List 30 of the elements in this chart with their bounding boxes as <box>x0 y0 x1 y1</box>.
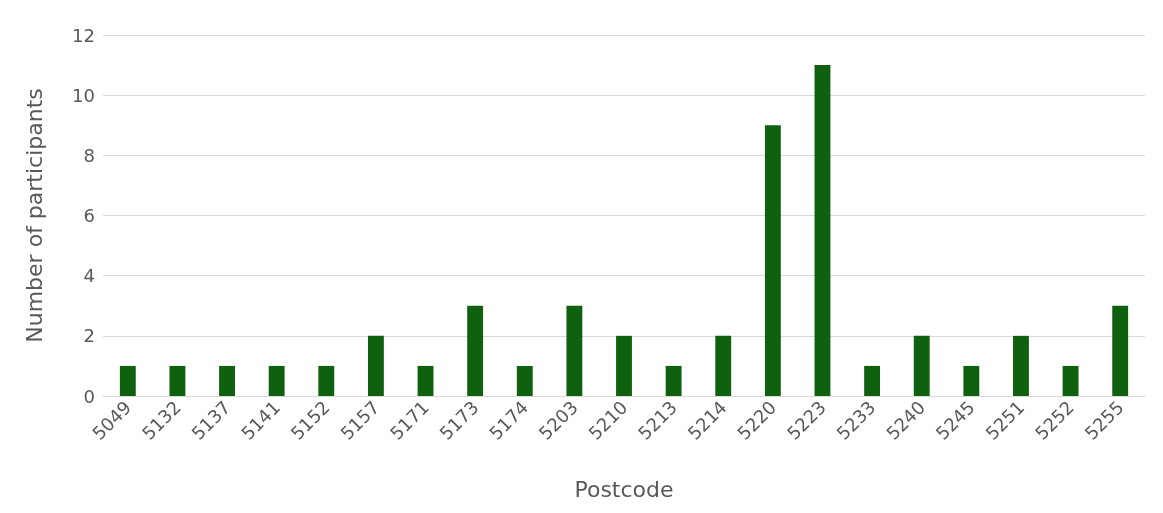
bar <box>1013 335 1029 396</box>
bar <box>963 365 980 396</box>
bar <box>169 365 186 396</box>
bar <box>119 365 136 396</box>
bar <box>764 125 781 396</box>
bar <box>1112 305 1129 396</box>
y-tick-label: 4 <box>83 265 95 287</box>
bar <box>665 365 682 396</box>
bar <box>467 305 484 396</box>
bar <box>219 365 235 396</box>
bar <box>417 365 434 396</box>
bar <box>616 335 632 396</box>
bar <box>516 365 533 396</box>
bar <box>814 65 831 396</box>
bar <box>318 365 335 396</box>
bar <box>864 365 881 396</box>
bar <box>367 335 384 396</box>
y-tick-label: 6 <box>83 205 95 226</box>
y-tick-label: 10 <box>72 84 95 106</box>
x-axis-title: Postcode <box>574 476 674 502</box>
y-tick-label: 8 <box>83 144 95 166</box>
bar <box>715 335 732 396</box>
y-axis-title: Number of participants <box>21 88 47 343</box>
bar <box>1062 365 1079 396</box>
y-tick-label: 0 <box>83 385 95 407</box>
bar <box>268 365 285 396</box>
bar <box>913 335 930 396</box>
y-tick-label: 12 <box>72 24 95 46</box>
bar <box>566 305 583 396</box>
y-tick-label: 2 <box>83 325 95 347</box>
